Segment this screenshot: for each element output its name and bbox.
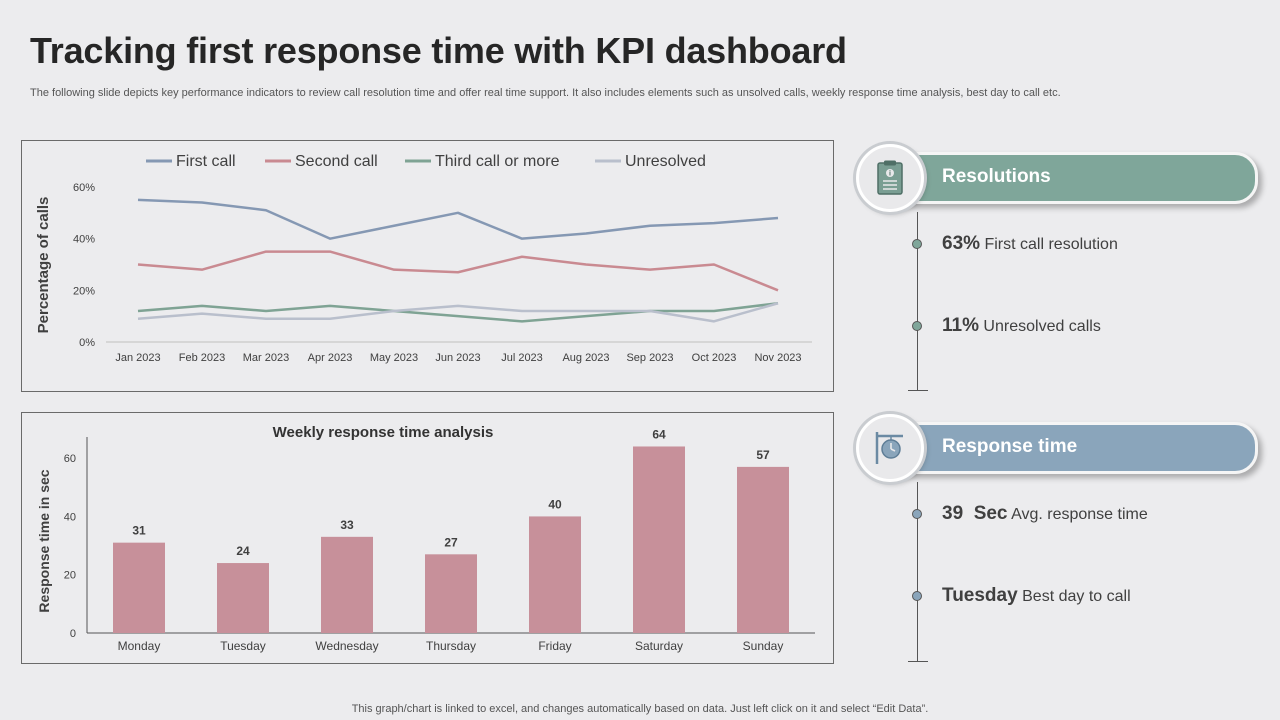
x-tick-label: Tuesday	[220, 639, 266, 653]
series-line-third-call-or-more	[137, 302, 779, 323]
clipboard-icon: i	[877, 160, 903, 195]
series-line-second-call	[137, 250, 779, 292]
x-tick-label: Oct 2023	[692, 352, 737, 364]
y-tick-label: 40	[64, 511, 76, 523]
timeline-dot	[912, 509, 922, 519]
x-tick-label: Mar 2023	[243, 352, 289, 364]
y-axis-label: Response time in sec	[36, 469, 52, 612]
x-tick-label: Jun 2023	[435, 352, 480, 364]
bar-value-label: 27	[444, 535, 458, 549]
bar-chart[interactable]: Weekly response time analysis Response ti…	[22, 413, 833, 663]
resolutions-pill	[880, 152, 1258, 204]
page-title: Tracking first response time with KPI da…	[30, 30, 847, 71]
footer-note: This graph/chart is linked to excel, and…	[351, 703, 929, 715]
bar	[633, 446, 685, 633]
timeline-dot	[912, 591, 922, 601]
resolutions-icon-circle: i	[856, 144, 924, 212]
clock-sign-icon	[875, 432, 903, 464]
bar	[217, 563, 269, 633]
response-time-label: Response time	[942, 436, 1078, 457]
x-tick-label: Nov 2023	[754, 352, 801, 364]
bar-value-label: 33	[340, 518, 354, 532]
bar	[529, 516, 581, 633]
x-tick-label: Jan 2023	[115, 352, 160, 364]
y-tick-label: 60%	[73, 182, 95, 194]
x-tick-label: Monday	[118, 639, 161, 653]
x-tick-label: Feb 2023	[179, 352, 225, 364]
page-subtitle: The following slide depicts key performa…	[30, 87, 1061, 99]
bar-chart-panel[interactable]: Weekly response time analysis Response ti…	[21, 412, 834, 664]
x-tick-label: Jul 2023	[501, 352, 543, 364]
resolutions-timeline-end	[908, 390, 928, 391]
timeline-dot	[912, 321, 922, 331]
chart-title: Weekly response time analysis	[273, 424, 494, 441]
series-line-unresolved	[137, 302, 779, 323]
legend-label: Third call or more	[435, 153, 560, 170]
bar	[321, 536, 373, 633]
x-tick-label: Saturday	[635, 639, 683, 653]
response-time-timeline	[917, 482, 918, 662]
bar-value-label: 40	[548, 497, 562, 511]
response-time-icon-circle	[856, 414, 924, 482]
bar-value-label: 24	[236, 544, 250, 558]
y-tick-label: 0%	[79, 337, 95, 349]
y-axis-label: Percentage of calls	[35, 197, 52, 334]
x-tick-label: Aug 2023	[562, 352, 609, 364]
response-time-timeline-end	[908, 661, 928, 662]
bar-value-label: 31	[132, 524, 146, 538]
series-line-first-call	[137, 198, 779, 240]
y-tick-label: 40%	[73, 234, 95, 246]
line-chart-panel[interactable]: First call Second call Third call or more U…	[21, 140, 834, 392]
x-tick-label: Sep 2023	[626, 352, 673, 364]
y-tick-label: 0	[70, 628, 76, 640]
x-tick-label: Thursday	[426, 639, 476, 653]
y-tick-label: 20%	[73, 285, 95, 297]
y-tick-label: 20	[64, 570, 76, 582]
legend-label: Unresolved	[625, 153, 706, 170]
y-tick-label: 60	[64, 453, 76, 465]
x-tick-label: Wednesday	[315, 639, 378, 653]
kpi-avg-response-time: 39 Sec Avg. response time	[942, 503, 1148, 524]
x-tick-label: Friday	[538, 639, 571, 653]
bar	[737, 466, 789, 633]
bar	[425, 554, 477, 633]
resolutions-timeline	[917, 212, 918, 390]
timeline-dot	[912, 239, 922, 249]
x-tick-label: May 2023	[370, 352, 418, 364]
resolutions-label: Resolutions	[942, 166, 1051, 187]
line-chart[interactable]: First call Second call Third call or more U…	[22, 141, 833, 391]
bar-value-label: 57	[756, 448, 770, 462]
legend-label: First call	[176, 153, 236, 170]
legend-label: Second call	[295, 153, 378, 170]
kpi-best-day-to-call: Tuesday Best day to call	[942, 585, 1131, 606]
x-tick-label: Apr 2023	[308, 352, 353, 364]
bar	[113, 542, 165, 633]
kpi-first-call-resolution: 63% First call resolution	[942, 233, 1118, 254]
kpi-unresolved-calls: 11% Unresolved calls	[942, 315, 1101, 336]
x-tick-label: Sunday	[743, 639, 784, 653]
bar-value-label: 64	[652, 427, 666, 441]
svg-text:i: i	[889, 171, 891, 178]
